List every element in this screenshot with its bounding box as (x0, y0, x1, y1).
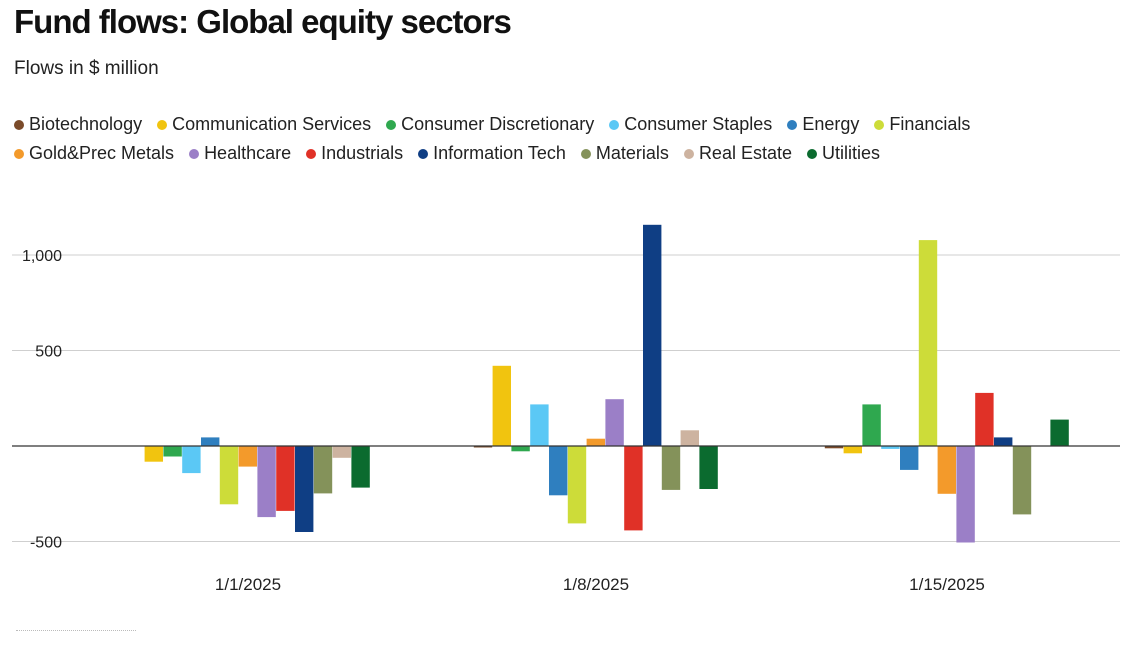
y-tick-label: -500 (30, 535, 62, 552)
y-tick-label: 1,000 (22, 248, 62, 265)
legend-label: Information Tech (433, 143, 566, 163)
bar (699, 446, 718, 489)
chart-legend: Biotechnology Communication Services Consu… (14, 110, 1124, 168)
legend-swatch (14, 119, 24, 130)
legend-item: Financials (874, 114, 970, 135)
legend-swatch (874, 119, 885, 130)
bar (549, 446, 568, 496)
footer-divider (16, 630, 136, 635)
y-tick-label: 500 (35, 344, 62, 361)
bar (1012, 446, 1032, 515)
legend-item: Gold&Prec Metals (14, 143, 174, 164)
legend-row: Biotechnology Communication Services Consu… (14, 110, 1124, 139)
bar (1050, 419, 1069, 446)
legend-swatch (306, 148, 317, 159)
bar (238, 446, 257, 467)
legend-swatch (580, 148, 591, 159)
x-tick-label: 1/1/2025 (215, 575, 281, 594)
legend-label: Communication Services (172, 114, 372, 134)
bar (624, 446, 643, 531)
bar (257, 446, 276, 518)
bar (643, 224, 662, 446)
bar (881, 446, 900, 449)
bar (511, 446, 530, 452)
legend-item: Materials (580, 143, 669, 164)
chart-title: Fund flows: Global equity sectors (14, 3, 512, 40)
legend-swatch (157, 119, 168, 130)
bar (567, 446, 587, 524)
bar (332, 446, 351, 458)
x-tick-label: 1/8/2025 (563, 575, 629, 594)
legend-label: Biotechnology (29, 114, 143, 134)
legend-item: Healthcare (189, 143, 291, 164)
bar (144, 446, 163, 462)
legend-item: Information Tech (418, 143, 566, 164)
legend-swatch (386, 119, 397, 130)
x-tick-label: 1/15/2025 (909, 575, 985, 594)
legend-item: Communication Services (157, 114, 371, 135)
bar (313, 446, 333, 494)
bar (586, 438, 605, 446)
bar (605, 399, 624, 446)
legend-item: Industrials (306, 143, 403, 164)
bar (276, 446, 295, 511)
legend-swatch (189, 148, 200, 159)
legend-label: Utilities (822, 143, 881, 163)
bar (862, 404, 881, 446)
legend-label: Consumer Staples (624, 114, 773, 134)
legend-label: Industrials (321, 143, 404, 163)
bar (219, 446, 239, 505)
legend-item: Consumer Discretionary (386, 114, 594, 135)
bar (163, 446, 182, 457)
bar (201, 437, 220, 446)
legend-label: Consumer Discretionary (401, 114, 595, 134)
legend-item: Utilities (807, 143, 880, 164)
legend-swatch (14, 148, 24, 159)
bar (530, 404, 549, 446)
bar (937, 446, 956, 494)
legend-swatch (807, 148, 817, 159)
bar (900, 446, 919, 470)
legend-label: Materials (595, 143, 669, 163)
legend-row: Gold&Prec Metals Healthcare Industrials Inf… (14, 139, 1124, 168)
legend-swatch (683, 148, 694, 159)
legend-swatch (609, 119, 620, 130)
legend-item: Consumer Staples (609, 114, 772, 135)
legend-item: Energy (787, 114, 859, 135)
bar (492, 365, 511, 446)
legend-item: Biotechnology (14, 114, 142, 135)
bar (843, 446, 862, 454)
legend-label: Financials (889, 114, 971, 134)
bar (351, 446, 370, 488)
bar (994, 437, 1013, 446)
bar (473, 446, 493, 448)
legend-label: Gold&Prec Metals (29, 143, 175, 163)
legend-label: Healthcare (204, 143, 292, 163)
chart-subtitle: Flows in $ million (14, 58, 159, 79)
bar (295, 446, 314, 532)
bar (956, 446, 975, 543)
legend-item: Real Estate (683, 143, 792, 164)
bar (975, 392, 994, 446)
bar (182, 446, 201, 474)
bar (824, 446, 844, 449)
bar (661, 446, 681, 490)
bar (918, 240, 938, 446)
legend-label: Energy (802, 114, 860, 134)
legend-label: Real Estate (698, 143, 792, 163)
bar (680, 430, 699, 446)
legend-swatch (787, 119, 798, 130)
legend-swatch (418, 148, 429, 159)
